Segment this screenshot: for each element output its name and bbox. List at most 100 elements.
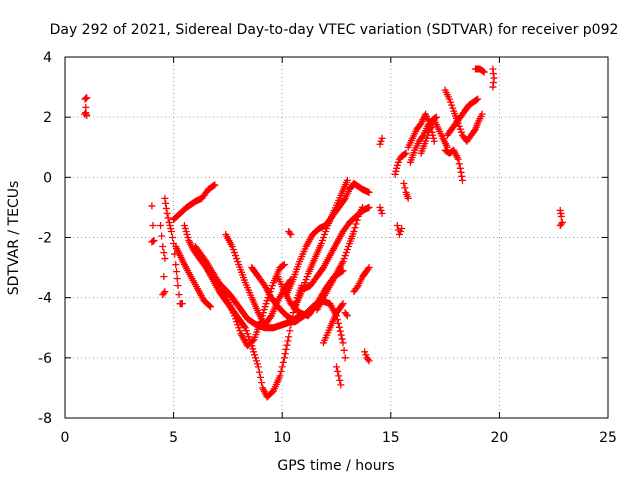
data-point	[378, 209, 386, 217]
data-point	[82, 103, 90, 111]
data-point	[148, 202, 156, 210]
data-point	[393, 221, 401, 229]
data-point	[252, 357, 260, 365]
data-point	[148, 238, 156, 246]
chart-title: Day 292 of 2021, Sidereal Day-to-day VTE…	[50, 22, 619, 38]
data-point	[276, 372, 284, 380]
x-tick-label: 20	[490, 430, 508, 446]
data-point	[424, 131, 432, 139]
data-point	[157, 221, 165, 229]
data-point	[394, 158, 402, 166]
data-point	[430, 137, 438, 145]
data-point	[280, 261, 288, 269]
data-point	[160, 249, 168, 257]
data-point	[82, 94, 90, 102]
data-point	[260, 306, 268, 314]
data-point	[286, 327, 294, 335]
data-point	[456, 164, 464, 172]
data-point	[457, 128, 465, 136]
data-point	[283, 341, 291, 349]
data-point	[162, 204, 170, 212]
data-point	[353, 216, 361, 224]
y-tick-labels: -8 -6 -4 -2 0 2 4	[38, 50, 52, 427]
data-point	[456, 125, 464, 133]
data-point	[167, 224, 175, 232]
data-point	[351, 224, 359, 232]
data-point	[458, 172, 466, 180]
x-tick-label: 5	[169, 430, 178, 446]
data-point	[158, 232, 166, 240]
data-point	[159, 243, 167, 251]
data-point	[365, 264, 373, 272]
data-point	[400, 179, 408, 187]
data-point	[359, 203, 367, 211]
data-point	[353, 283, 361, 291]
data-point	[173, 275, 181, 283]
data-point	[397, 227, 405, 235]
data-point	[479, 67, 487, 75]
data-point	[339, 339, 347, 347]
data-point	[166, 221, 174, 229]
data-point	[478, 110, 486, 118]
data-point	[364, 355, 372, 363]
data-point	[392, 167, 400, 175]
data-point	[279, 261, 287, 269]
data-point	[319, 234, 327, 241]
data-point	[284, 337, 292, 345]
data-point	[340, 255, 348, 263]
data-point	[377, 206, 385, 214]
y-tick-label: -4	[38, 291, 52, 307]
data-point	[181, 224, 189, 232]
data-point	[230, 249, 238, 257]
data-point	[163, 209, 171, 217]
data-point	[236, 327, 244, 335]
data-point	[365, 357, 373, 365]
data-point	[279, 358, 287, 366]
data-point	[261, 303, 269, 311]
data-point	[83, 112, 91, 120]
data-point	[182, 227, 190, 235]
y-tick-label: -2	[38, 231, 52, 247]
data-point	[323, 224, 331, 232]
data-point	[250, 348, 258, 356]
data-point	[160, 289, 168, 297]
y-tick-label: 4	[43, 50, 52, 66]
data-point	[341, 252, 349, 260]
data-point	[339, 300, 347, 308]
data-point	[365, 203, 373, 211]
data-point	[352, 220, 360, 228]
data-point	[318, 237, 326, 245]
data-point	[489, 65, 497, 73]
data-point	[344, 243, 352, 251]
data-point	[207, 303, 215, 311]
data-point	[161, 194, 169, 202]
y-axis-label: SDTVAR / TECUs	[6, 181, 22, 296]
data-point	[343, 312, 351, 320]
data-point	[376, 140, 384, 148]
data-point	[445, 95, 453, 103]
data-point	[165, 218, 173, 226]
data-point	[401, 150, 409, 158]
data-point	[184, 234, 192, 241]
data-point	[322, 227, 330, 235]
data-point	[287, 230, 295, 238]
data-point	[321, 230, 329, 238]
data-point	[262, 300, 270, 308]
data-point	[180, 221, 188, 229]
data-point	[243, 330, 251, 338]
data-point	[364, 265, 372, 273]
data-point	[423, 134, 431, 142]
data-point	[241, 324, 249, 332]
x-tick-label: 10	[273, 430, 291, 446]
data-point	[449, 104, 457, 112]
data-point	[402, 149, 410, 157]
data-point	[335, 323, 343, 331]
data-point	[302, 276, 310, 284]
data-point	[289, 309, 297, 317]
data-point	[339, 258, 347, 266]
y-tick-label: 0	[43, 170, 52, 186]
data-point	[172, 261, 180, 269]
data-point	[458, 176, 466, 184]
data-points	[81, 65, 566, 401]
